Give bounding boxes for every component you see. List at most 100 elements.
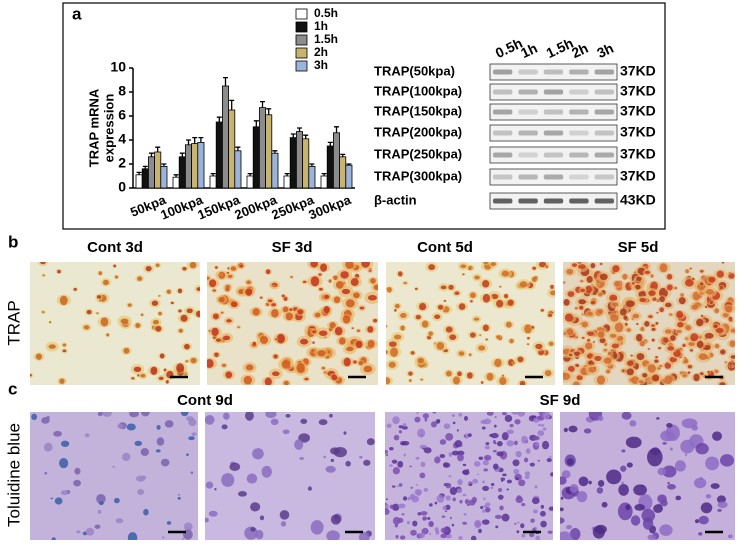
cell [140, 373, 146, 378]
cell [664, 375, 673, 385]
cell [440, 285, 447, 290]
cell [141, 412, 150, 417]
cell [470, 300, 473, 303]
cell [180, 412, 189, 417]
cell [650, 274, 654, 278]
micrograph-bg [205, 412, 375, 540]
blot-row-label: TRAP(200kpa) [374, 124, 462, 139]
cell [123, 347, 130, 354]
cell [473, 317, 480, 321]
cell [318, 330, 328, 336]
cell [566, 525, 572, 530]
bar [246, 175, 254, 189]
cell [463, 512, 467, 516]
cell [297, 309, 304, 315]
error-bar [297, 127, 302, 132]
cell [43, 442, 53, 452]
cell [720, 349, 726, 355]
cell [205, 481, 214, 489]
image-title: SF 3d [272, 239, 313, 256]
cell [610, 314, 619, 322]
cell [519, 380, 526, 385]
cell [386, 325, 388, 328]
image-title: Cont 3d [87, 239, 143, 256]
cell [724, 361, 728, 364]
cell [439, 439, 447, 445]
cell [540, 510, 546, 517]
cell [131, 377, 135, 380]
cell [568, 425, 578, 433]
cell [412, 520, 418, 527]
cell [195, 310, 200, 318]
y-tick-label: 2 [118, 155, 126, 171]
cell [294, 439, 304, 450]
blot-band [594, 174, 614, 180]
cell [688, 341, 696, 347]
bar [308, 165, 316, 189]
cell [690, 333, 699, 342]
cell [667, 346, 675, 351]
cell [631, 282, 635, 285]
cell [184, 343, 190, 350]
cell [626, 328, 631, 332]
cell [561, 470, 571, 479]
cell [476, 473, 480, 476]
cell [323, 455, 326, 459]
cell [630, 515, 641, 526]
blot-band [493, 89, 513, 95]
cell [399, 535, 406, 540]
cell [569, 484, 579, 493]
cell [684, 453, 688, 456]
cell [229, 462, 241, 471]
cell [629, 420, 637, 427]
cell [482, 480, 485, 484]
cell [318, 273, 322, 276]
cell [40, 262, 46, 265]
cell [394, 308, 397, 312]
blot-size-label: 43KD [620, 192, 656, 208]
cell [326, 530, 340, 540]
cell [597, 415, 604, 422]
cell [387, 286, 392, 293]
cell [506, 479, 513, 484]
bar [135, 174, 143, 189]
cell [57, 269, 61, 274]
micrograph-content [385, 412, 553, 540]
cell [647, 348, 650, 350]
cell [300, 418, 308, 424]
cell [677, 321, 684, 328]
cell [160, 458, 170, 467]
cell [401, 425, 408, 430]
cell [334, 514, 340, 520]
cell [312, 341, 315, 344]
cell [281, 360, 291, 369]
blot-band [594, 198, 614, 204]
bar [147, 156, 155, 189]
cell [460, 264, 467, 269]
cell [394, 303, 400, 309]
cell [621, 481, 624, 485]
cell [500, 477, 506, 481]
cell [501, 412, 508, 416]
cell [578, 476, 589, 487]
bar [209, 175, 217, 189]
cell [625, 504, 631, 511]
cell [657, 467, 667, 476]
cell [155, 325, 162, 332]
cell [414, 287, 418, 291]
cell [46, 416, 50, 419]
cell [218, 296, 225, 303]
y-axis-label: TRAP mRNA [86, 88, 101, 167]
cell [462, 469, 470, 476]
cell [434, 527, 439, 532]
cell [496, 440, 503, 447]
cell [420, 461, 426, 468]
cell [421, 527, 429, 535]
bar [184, 144, 192, 189]
cell [483, 454, 492, 461]
cell [420, 378, 424, 381]
cell [481, 426, 486, 430]
cell [363, 459, 371, 466]
cell [515, 496, 524, 504]
cell [113, 497, 120, 504]
